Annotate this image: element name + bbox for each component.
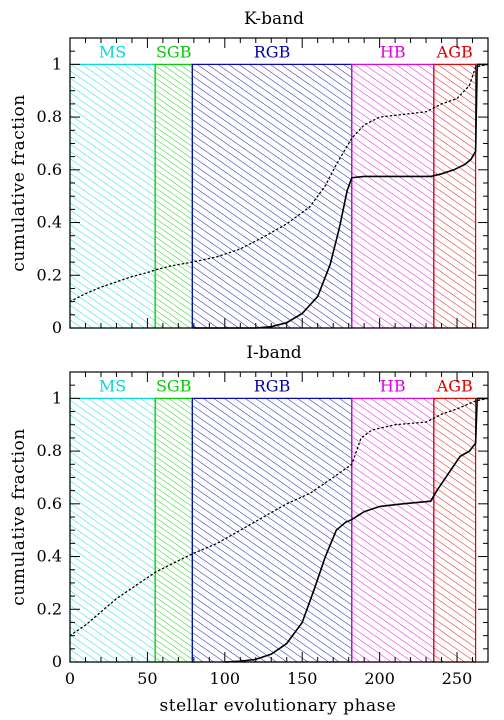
k-band-region-label-ms: MS <box>99 42 126 61</box>
i-band-region-agb-fill <box>433 398 476 662</box>
i-band-y-axis-title: cumulative fraction <box>9 428 29 605</box>
i-band-y-tick-label: 0.8 <box>37 441 62 460</box>
i-band-series-solid-line <box>224 397 488 663</box>
i-band-region-hb-fill <box>351 398 434 662</box>
i-band-x-tick-label: 50 <box>137 669 157 688</box>
k-band-y-tick-label: 0.2 <box>37 265 62 284</box>
i-band-region-label-rgb: RGB <box>254 376 291 395</box>
i-band-x-tick-label: 100 <box>210 669 241 688</box>
k-band-region-label-sgb: SGB <box>156 42 192 61</box>
i-band-y-tick-label: 0.6 <box>37 494 62 513</box>
k-band-region-rgb-fill <box>192 64 352 328</box>
k-band-region-hb-fill <box>351 64 434 328</box>
k-band-title: K-band <box>244 9 304 29</box>
k-band-y-tick-label: 1 <box>52 54 62 73</box>
i-band-series-dotted-line <box>69 397 489 637</box>
i-band-y-tick-label: 0 <box>52 652 62 671</box>
k-band-region-sgb-fill <box>155 64 193 328</box>
i-band-y-tick-label: 0.4 <box>37 547 62 566</box>
k-band-series-dotted-line <box>69 63 489 303</box>
k-band-region-label-agb: AGB <box>436 42 473 61</box>
i-band-region-ms-fill <box>70 398 156 662</box>
i-band-region-label-sgb: SGB <box>156 376 192 395</box>
k-band-y-tick-label: 0.6 <box>37 160 62 179</box>
i-band-x-tick-label: 150 <box>287 669 318 688</box>
i-band-region-label-agb: AGB <box>436 376 473 395</box>
k-band-region-agb-fill <box>433 64 476 328</box>
i-band-region-rgb-fill <box>192 398 352 662</box>
i-band-region-sgb-fill <box>155 398 193 662</box>
k-band-y-tick-label: 0.8 <box>37 107 62 126</box>
i-band-panel: I-band cumulative fraction MS SGB RGB HB AGB… <box>9 343 489 716</box>
i-band-x-tick-label: 200 <box>364 669 395 688</box>
k-band-series-solid-line <box>193 63 488 329</box>
k-band-y-axis-title: cumulative fraction <box>9 94 29 271</box>
k-band-plot-area: MS SGB RGB HB AGB 0 0.2 0.4 0.6 0.8 1 <box>37 37 489 337</box>
i-band-x-tick-label: 0 <box>65 669 75 688</box>
i-band-region-label-hb: HB <box>380 376 406 395</box>
i-band-x-tick-label: 250 <box>442 669 473 688</box>
x-axis-title: stellar evolutionary phase <box>160 696 397 716</box>
i-band-y-tick-label: 1 <box>52 388 62 407</box>
k-band-region-label-rgb: RGB <box>254 42 291 61</box>
k-band-region-label-hb: HB <box>380 42 406 61</box>
k-band-y-tick-label: 0.4 <box>37 213 62 232</box>
i-band-region-label-ms: MS <box>99 376 126 395</box>
i-band-y-tick-label: 0.2 <box>37 599 62 618</box>
i-band-plot-area: MS SGB RGB HB AGB 0 50 100 150 200 250 0 0.2 0.4 0.6 0.… <box>37 371 489 688</box>
k-band-panel: K-band cumulative fraction MS SGB RGB HB AGB… <box>9 9 489 337</box>
k-band-y-tick-label: 0 <box>52 318 62 337</box>
k-band-region-ms-fill <box>70 64 156 328</box>
i-band-title: I-band <box>246 343 301 363</box>
